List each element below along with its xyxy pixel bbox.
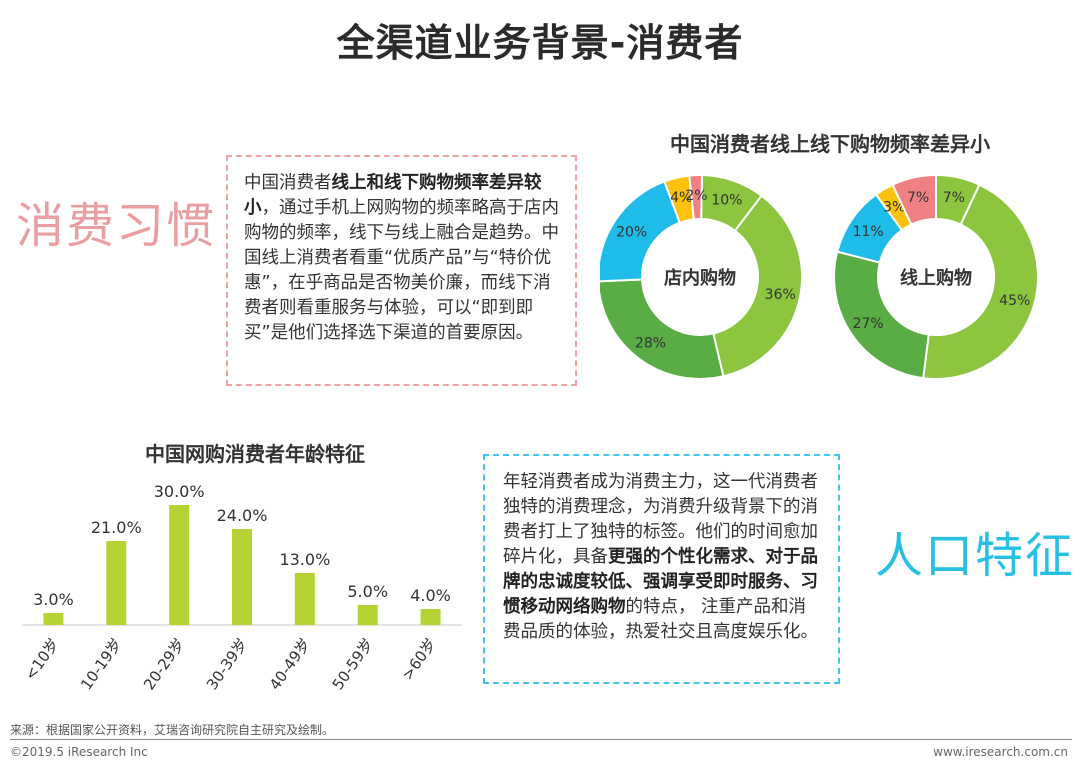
bar-value-label: 3.0% [33, 590, 74, 609]
donut-online: 7%45%27%11%3%7%线上购物 [833, 173, 1039, 380]
habit-text-part2: ，通过手机上网购物的频率略高于店内购物的频率，线下与线上融合是趋势。中国线上消费… [244, 198, 559, 343]
bar [420, 609, 441, 625]
bar-chart: 3.0% <10岁 21.0% 10-19岁 30.0% 20-29岁 24.0% 30-39… [21, 482, 462, 693]
donut-slice [891, 173, 937, 226]
donut-slice [600, 278, 725, 380]
demo-text-emphasis: 更强的个性化需求、对于品牌的忠诚度较低、强调享受即时服务、习惯移动网络购物 [503, 547, 818, 617]
bar-category-label: 10-19岁 [77, 635, 125, 693]
donut-slice-label: 36% [765, 287, 796, 303]
demographics-text-box: 年轻消费者成为消费主力，这一代消费者独特的消费理念，为消费升级背景下的消费者打上… [483, 454, 840, 684]
bar [357, 605, 378, 625]
bar-chart-title: 中国网购消费者年龄特征 [145, 442, 365, 466]
donut-slice-label: 7% [943, 190, 965, 206]
bar-category-label: 50-59岁 [329, 635, 377, 693]
bar [232, 529, 252, 625]
bar-chart-marks: 3.0% <10岁 21.0% 10-19岁 30.0% 20-29岁 24.0% 30-39… [21, 482, 462, 693]
bar [106, 541, 127, 625]
donut-slice [833, 250, 930, 380]
donut-center-label: 线上购物 [900, 267, 972, 289]
bar-value-label: 5.0% [347, 582, 388, 601]
donut-slice [688, 174, 704, 221]
bar-value-label: 21.0% [91, 518, 142, 537]
donut-slice-label: 4% [670, 190, 692, 206]
donut-slice [712, 194, 803, 378]
bar [169, 505, 190, 625]
demo-text-part2: 的特点， 注重产品和消费品质的体验，热爱社交且高度娱乐化。 [503, 597, 818, 642]
donut-slice-label: 10% [711, 193, 742, 209]
donut-slice [922, 183, 1039, 380]
bar-category-label: <10岁 [21, 635, 63, 684]
donut-slice-label: 20% [616, 225, 647, 241]
bar-value-label: 30.0% [154, 482, 205, 501]
bar-category-label: >60岁 [398, 635, 440, 684]
section-label-habit: 消费习惯 [16, 198, 217, 254]
habit-text-emphasis: 线上和线下购物频率差异较小 [244, 173, 542, 218]
section-label-demographics: 人口特征 [875, 528, 1076, 584]
donut-instore: 10% 36% 28% 20% 4%2% 店内购物 [600, 174, 803, 380]
footer-divider [10, 739, 1072, 740]
donut-slice-label: 2% [685, 188, 707, 204]
donut-chart-title: 中国消费者线上线下购物频率差异小 [670, 132, 990, 156]
donut-slice-label: 27% [853, 316, 884, 332]
site-url: www.iresearch.com.cn [933, 745, 1068, 759]
bar-category-label: 20-29岁 [140, 635, 188, 693]
copyright: ©2019.5 iResearch Inc [10, 745, 148, 759]
bar [43, 613, 64, 625]
bar-category-label: 40-49岁 [266, 635, 314, 693]
demo-text-part1: 年轻消费者成为消费主力，这一代消费者独特的消费理念，为消费升级背景下的消费者打上… [503, 472, 818, 567]
source-note: 来源：根据国家公开资料，艾瑞咨询研究院自主研究及绘制。 [10, 723, 335, 737]
donut-slice-label: 7% [907, 190, 929, 206]
donut-slice-label: 3% [883, 199, 905, 215]
bar-category-label: 30-39岁 [203, 635, 251, 693]
donut-center-label: 店内购物 [664, 267, 736, 289]
donut-slice-label: 11% [853, 224, 884, 240]
bar [294, 573, 315, 625]
donut-charts: 10%36%28%20%4%2%店内购物 7%45%27%11%3%7%线上购物 [600, 173, 1039, 380]
donut-slice-label: 28% [635, 335, 666, 351]
page-title: 全渠道业务背景-消费者 [336, 21, 744, 65]
habit-text-part1: 中国消费者 [244, 173, 332, 193]
donut-slice-label: 45% [999, 293, 1030, 309]
bar-value-label: 4.0% [410, 586, 451, 605]
habit-text-box: 中国消费者线上和线下购物频率差异较小，通过手机上网购物的频率略高于店内购物的频率… [226, 155, 577, 386]
bar-value-label: 24.0% [217, 506, 268, 525]
bar-value-label: 13.0% [279, 550, 330, 569]
